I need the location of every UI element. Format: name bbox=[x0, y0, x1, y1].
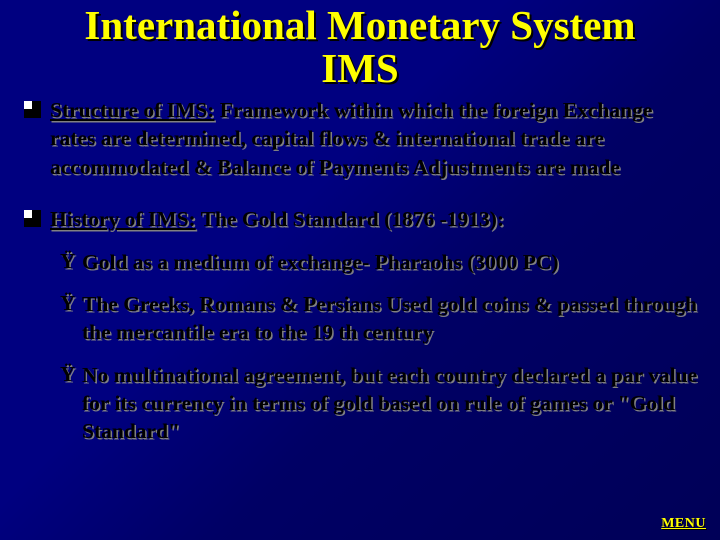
sub-bullet-item: Ÿ Gold as a medium of exchange- Pharaohs… bbox=[60, 248, 700, 276]
y-bullet-icon: Ÿ bbox=[60, 290, 82, 317]
sub-bullet-list: Ÿ Gold as a medium of exchange- Pharaohs… bbox=[24, 248, 700, 446]
y-bullet-icon: Ÿ bbox=[60, 248, 82, 275]
slide-body: Structure of IMS: Framework within which… bbox=[20, 96, 700, 446]
bullet-lead: Structure of IMS: bbox=[50, 98, 214, 122]
sub-bullet-item: Ÿ The Greeks, Romans & Persians Used gol… bbox=[60, 290, 700, 347]
title-line-2: IMS bbox=[321, 45, 398, 91]
sub-bullet-item: Ÿ No multinational agreement, but each c… bbox=[60, 361, 700, 446]
square-bullet-icon bbox=[24, 210, 42, 228]
bullet-item: Structure of IMS: Framework within which… bbox=[24, 96, 700, 181]
bullet-rest: The Gold Standard (1876 -1913): bbox=[196, 207, 504, 231]
title-line-1: International Monetary System bbox=[84, 2, 635, 48]
sub-bullet-text: Gold as a medium of exchange- Pharaohs (… bbox=[82, 248, 559, 276]
y-bullet-icon: Ÿ bbox=[60, 361, 82, 388]
slide-container: International Monetary System IMS Struct… bbox=[0, 0, 720, 540]
bullet-text: History of IMS: The Gold Standard (1876 … bbox=[50, 205, 504, 233]
sub-bullet-text: The Greeks, Romans & Persians Used gold … bbox=[82, 290, 700, 347]
bullet-text: Structure of IMS: Framework within which… bbox=[50, 96, 700, 181]
menu-link[interactable]: MENU bbox=[661, 516, 706, 532]
bullet-item: History of IMS: The Gold Standard (1876 … bbox=[24, 205, 700, 233]
sub-bullet-text: No multinational agreement, but each cou… bbox=[82, 361, 700, 446]
square-bullet-icon bbox=[24, 101, 42, 119]
slide-title: International Monetary System IMS bbox=[20, 4, 700, 90]
bullet-lead: History of IMS: bbox=[50, 207, 196, 231]
